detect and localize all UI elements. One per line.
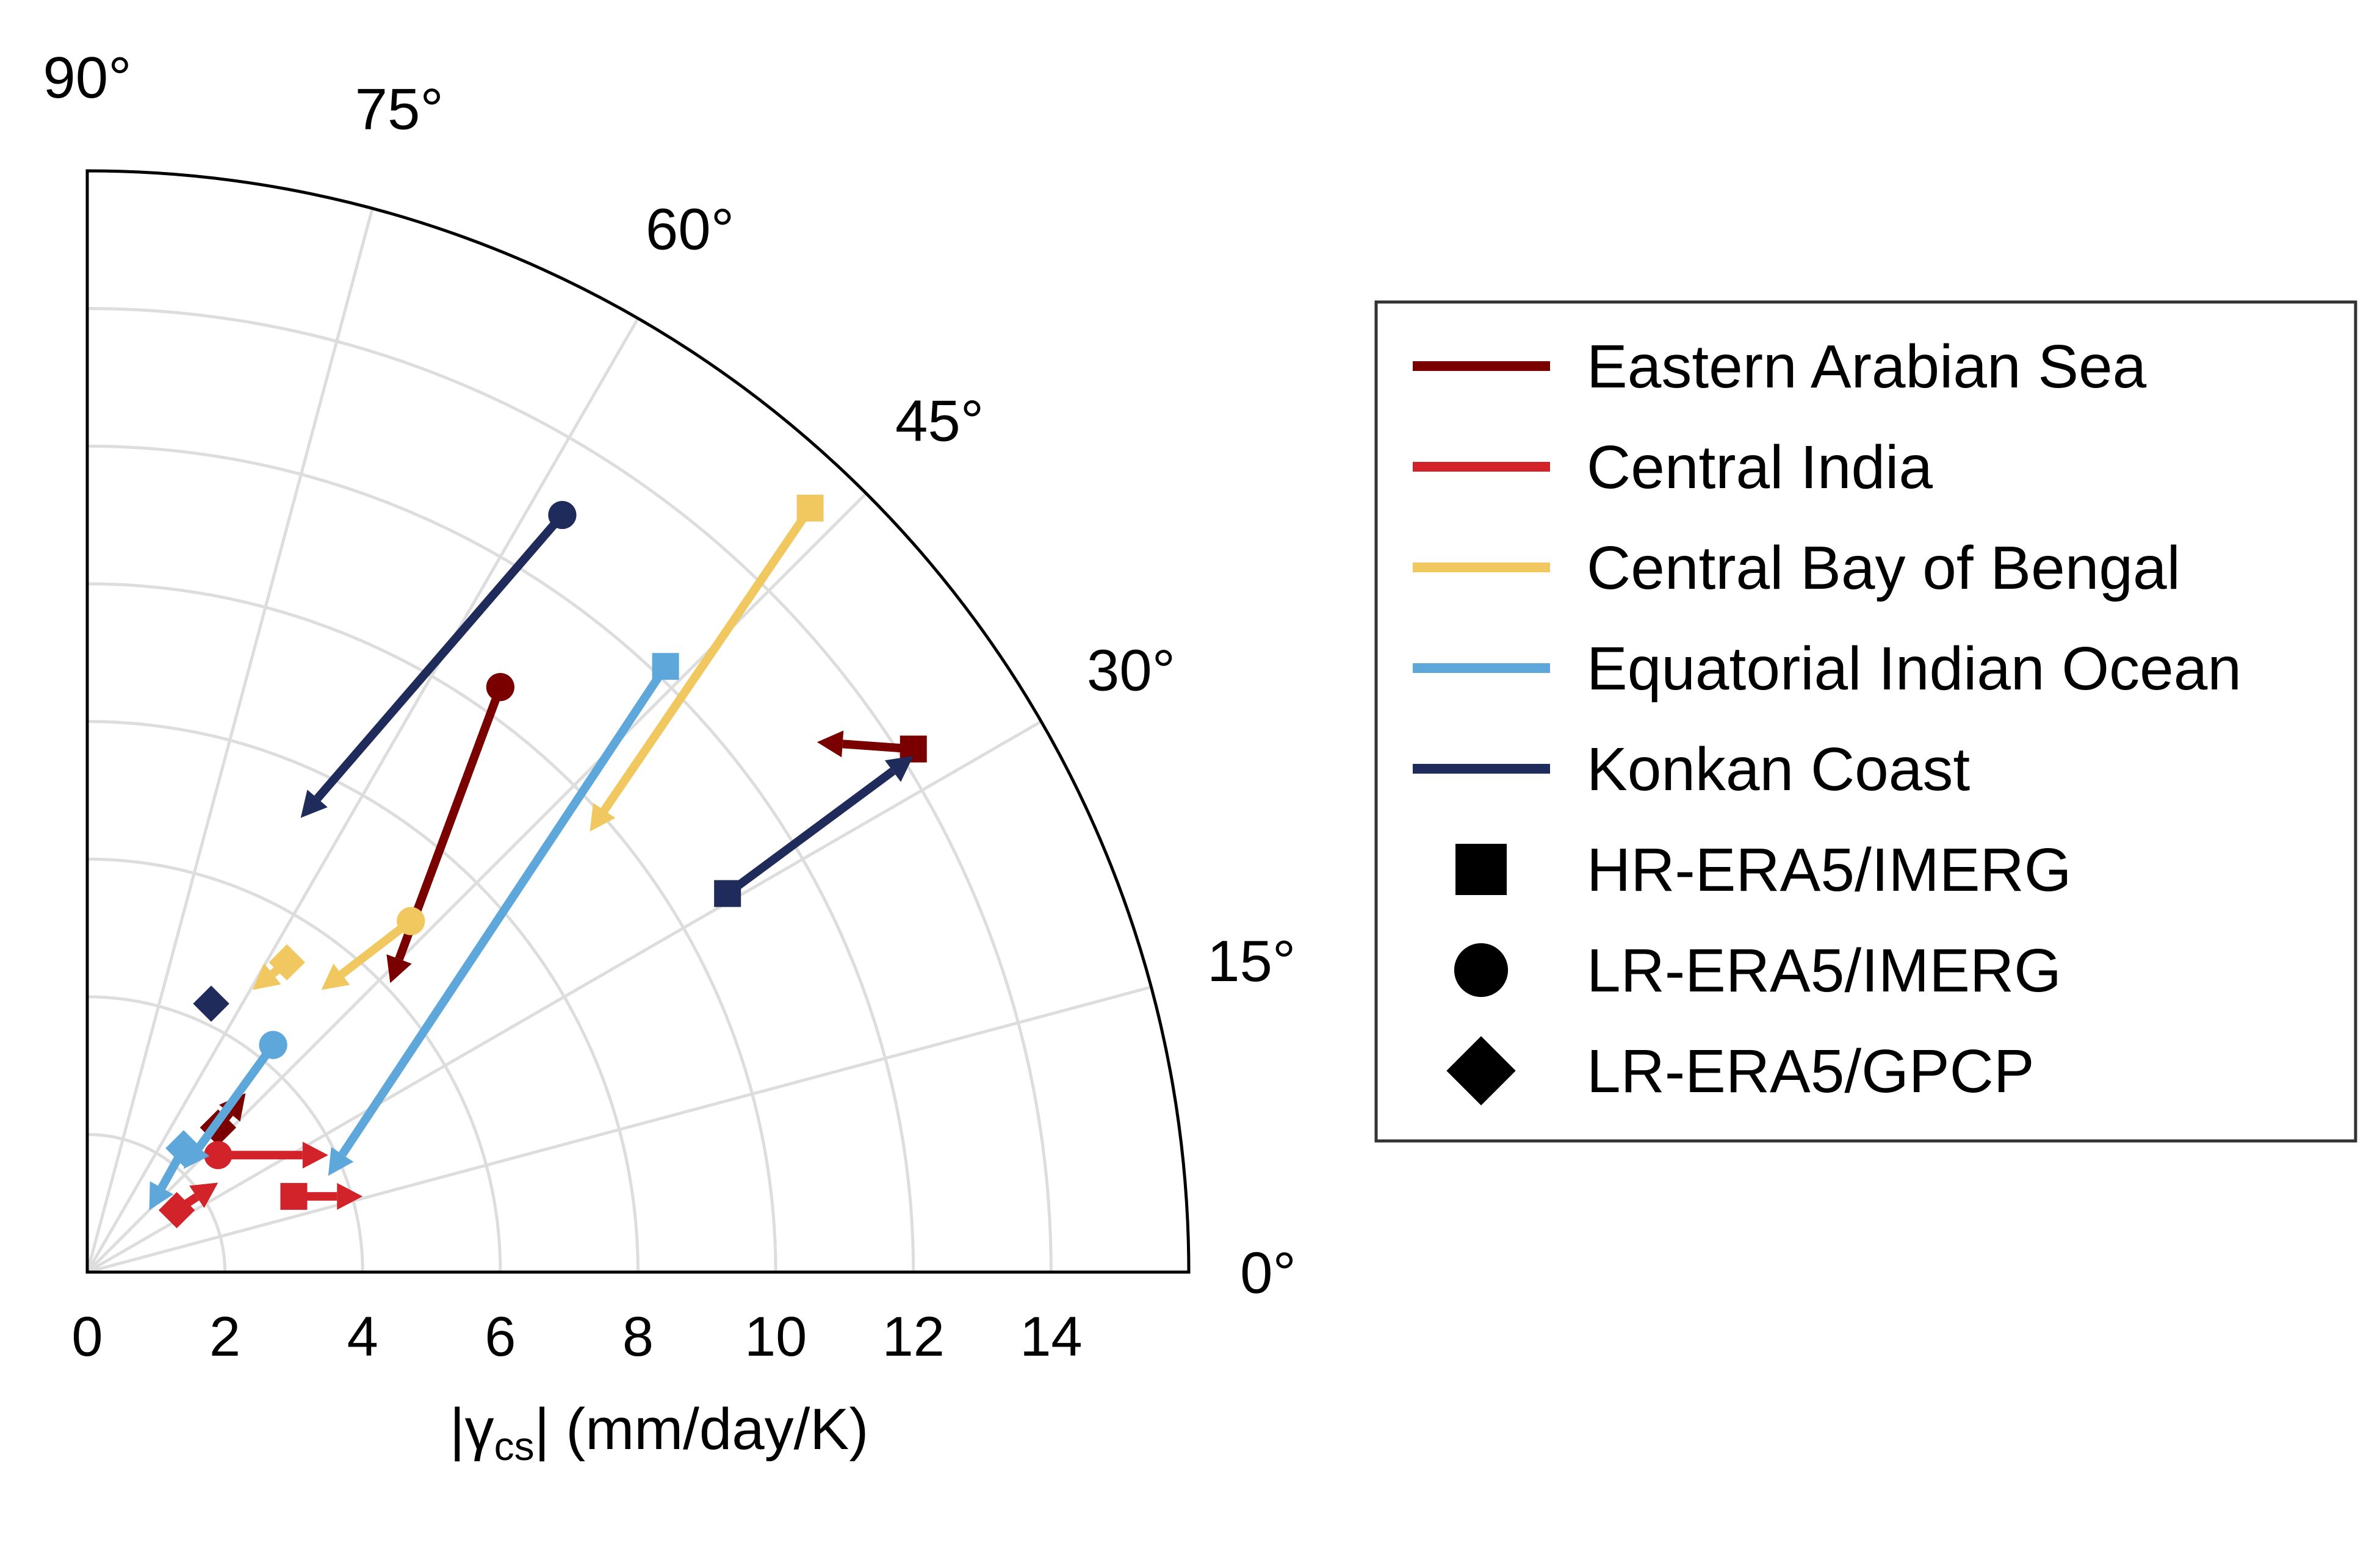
series-1 xyxy=(200,672,927,1146)
legend-entry: Eastern Arabian Sea xyxy=(1413,333,2147,401)
diamond-point xyxy=(158,1192,195,1229)
legend-label: HR-ERA5/IMERG xyxy=(1587,836,2072,904)
diamond-point xyxy=(269,944,305,981)
arrow-head xyxy=(590,802,616,832)
angle-tick-labels: 0° 15° 30° 45° 60° 75° 90° xyxy=(43,45,1296,1306)
grid-spoke xyxy=(85,207,374,1273)
grid-spoke xyxy=(85,317,640,1273)
x-axis-label-suffix: | (mm/day/K) xyxy=(535,1397,869,1462)
circle-point xyxy=(204,1141,233,1170)
r-tick-label: 8 xyxy=(622,1306,654,1368)
angle-tick-label: 90° xyxy=(43,45,131,110)
legend-label: LR-ERA5/GPCP xyxy=(1587,1037,2035,1106)
arrow-shaft xyxy=(314,512,566,802)
circle-point xyxy=(259,1030,287,1059)
angle-tick-label: 60° xyxy=(646,197,734,262)
arrow-shaft xyxy=(339,918,414,978)
diamond-point xyxy=(165,1130,202,1167)
arrow-shaft xyxy=(600,505,814,813)
square-point xyxy=(796,494,824,522)
arrow-head xyxy=(189,1182,218,1208)
legend-label: Eastern Arabian Sea xyxy=(1587,333,2147,401)
r-tick-label: 6 xyxy=(485,1306,516,1368)
arrow-head xyxy=(149,1181,174,1210)
series-5 xyxy=(193,500,914,1022)
legend-label: Central Bay of Bengal xyxy=(1587,534,2180,602)
legend: Eastern Arabian Sea Central India Central … xyxy=(1374,300,2357,1143)
arrow-head xyxy=(321,963,350,990)
series-3 xyxy=(252,494,824,990)
legend-square-icon xyxy=(1455,844,1507,895)
legend-entry: Central Bay of Bengal xyxy=(1413,534,2180,602)
grid-spoke xyxy=(87,985,1152,1274)
legend-label: LR-ERA5/IMERG xyxy=(1587,937,2061,1005)
series-2 xyxy=(158,1141,363,1229)
series-4 xyxy=(149,653,679,1210)
legend-entry: LR-ERA5/GPCP xyxy=(1446,1036,2035,1106)
legend-label: Central India xyxy=(1587,433,1933,502)
arrow-shaft xyxy=(724,768,896,897)
x-axis-label-sub: cs xyxy=(494,1423,535,1469)
r-tick-label: 12 xyxy=(882,1306,945,1368)
arrow-head xyxy=(302,1142,328,1169)
r-tick-label: 4 xyxy=(347,1306,378,1368)
legend-entry: Equatorial Indian Ocean xyxy=(1413,635,2241,703)
angle-tick-label: 75° xyxy=(355,76,444,142)
arrow-head xyxy=(884,755,914,782)
arrow-head xyxy=(817,730,844,758)
arrow-head xyxy=(328,1146,354,1176)
legend-label: Equatorial Indian Ocean xyxy=(1587,635,2241,703)
legend-entry: Konkan Coast xyxy=(1413,735,1970,804)
angle-tick-label: 15° xyxy=(1207,929,1296,994)
arrow-head xyxy=(300,789,328,818)
r-tick-label: 0 xyxy=(71,1306,103,1368)
x-axis-label-prefix: |γ xyxy=(450,1397,494,1462)
arrow-shaft xyxy=(195,1042,277,1151)
legend-circle-icon xyxy=(1454,943,1509,998)
grid-spoke xyxy=(86,720,1042,1274)
radial-tick-labels: 0 2 4 6 8 10 12 14 xyxy=(71,1306,1082,1368)
angle-tick-label: 0° xyxy=(1240,1240,1296,1306)
circle-point xyxy=(548,500,577,530)
arrow-shaft xyxy=(339,664,669,1157)
legend-entry: LR-ERA5/IMERG xyxy=(1454,937,2061,1005)
square-point xyxy=(652,653,679,680)
legend-diamond-icon xyxy=(1446,1036,1516,1106)
arrow-head xyxy=(386,954,412,984)
square-point xyxy=(714,880,741,907)
r-tick-label: 2 xyxy=(209,1306,240,1368)
legend-entry: Central India xyxy=(1413,433,1933,502)
legend-items: Eastern Arabian Sea Central India Central … xyxy=(1413,333,2241,1106)
arrow-head xyxy=(337,1182,363,1210)
diamond-point xyxy=(193,985,229,1022)
r-tick-label: 14 xyxy=(1020,1306,1082,1368)
series-arrows xyxy=(149,494,927,1229)
angle-tick-label: 30° xyxy=(1087,638,1175,703)
legend-entry: HR-ERA5/IMERG xyxy=(1455,836,2072,904)
plot-boundary xyxy=(85,169,1191,1274)
x-axis-label: |γcs| (mm/day/K) xyxy=(450,1397,869,1469)
circle-point xyxy=(397,907,425,935)
square-point xyxy=(280,1182,308,1210)
angle-tick-label: 45° xyxy=(895,388,984,453)
circle-point xyxy=(486,672,514,702)
axes-frame xyxy=(85,169,1191,1274)
r-tick-label: 10 xyxy=(745,1306,807,1368)
arrow-head xyxy=(252,963,281,990)
legend-label: Konkan Coast xyxy=(1587,735,1970,804)
legend-frame xyxy=(1374,300,2357,1143)
